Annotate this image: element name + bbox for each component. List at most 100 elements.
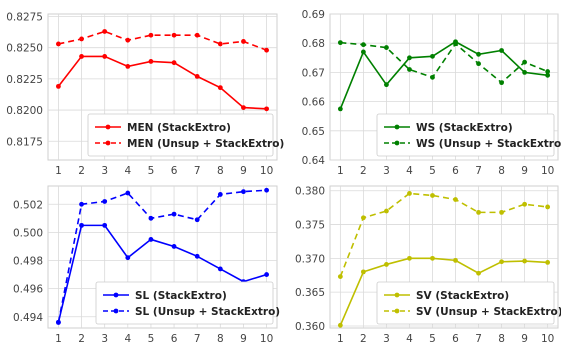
- data-point: [476, 61, 481, 67]
- data-point: [430, 255, 435, 261]
- legend-marker: [394, 292, 400, 298]
- data-point: [79, 201, 84, 207]
- legend-label: MEN (StackExtro): [127, 122, 231, 134]
- data-point: [453, 257, 458, 263]
- y-tick-label: 0.8175: [6, 136, 43, 148]
- series-line-1: [57, 224, 267, 323]
- series-line-1: [339, 40, 548, 110]
- data-point: [241, 105, 246, 110]
- x-tick-label: 5: [148, 333, 155, 343]
- y-tick-label: 0.502: [13, 199, 43, 211]
- data-point: [499, 80, 504, 86]
- data-point: [148, 215, 154, 221]
- y-tick-label: 0.69: [302, 9, 325, 21]
- data-point: [476, 270, 481, 276]
- x-tick-label: 6: [452, 165, 459, 177]
- data-point: [217, 266, 223, 272]
- data-point: [407, 191, 412, 196]
- y-tick-label: 0.67: [302, 67, 325, 79]
- data-point: [148, 32, 154, 38]
- data-point: [241, 39, 246, 44]
- legend-marker: [105, 124, 111, 130]
- data-point: [194, 217, 200, 223]
- y-tick-label: 0.8200: [6, 105, 43, 117]
- data-point: [476, 51, 481, 57]
- data-point: [171, 211, 177, 217]
- data-point: [522, 201, 528, 207]
- data-point: [217, 85, 223, 91]
- legend-label: SV (StackExtro): [416, 290, 509, 302]
- data-point: [102, 222, 108, 228]
- y-tick-label: 0.380: [295, 186, 325, 198]
- legend-label: WS (StackExtro): [416, 122, 513, 134]
- data-point: [522, 59, 528, 65]
- legend-marker: [113, 292, 119, 298]
- data-point: [171, 244, 177, 249]
- series-line-1: [339, 257, 548, 326]
- legend: WS (StackExtro) WS (Unsup + StackExtro): [376, 113, 561, 157]
- x-tick-label: 1: [337, 333, 344, 343]
- data-point: [102, 29, 108, 34]
- y-tick-label: 0.8250: [6, 43, 43, 55]
- data-point: [453, 197, 458, 202]
- data-point: [545, 204, 551, 210]
- x-tick-label: 1: [337, 165, 344, 177]
- x-tick-label: 8: [498, 333, 505, 343]
- data-point: [384, 262, 389, 267]
- data-point: [217, 41, 223, 47]
- data-point: [125, 255, 131, 261]
- data-point: [194, 73, 200, 79]
- x-tick-label: 2: [78, 333, 85, 343]
- x-tick-label: 3: [101, 333, 108, 343]
- x-tick-label: 2: [78, 165, 85, 177]
- x-tick-label: 10: [260, 165, 273, 177]
- y-tick-label: 0.64: [302, 155, 326, 167]
- data-point: [499, 259, 504, 265]
- data-point: [264, 47, 269, 53]
- x-tick-label: 10: [260, 333, 273, 343]
- series-line-2: [57, 189, 267, 323]
- legend: SV (StackExtro) SV (Unsup + StackExtro): [376, 281, 561, 325]
- legend-marker: [113, 308, 119, 314]
- y-tick-label: 0.500: [13, 227, 43, 239]
- data-point: [102, 54, 108, 59]
- x-tick-label: 7: [475, 165, 482, 177]
- legend-label: MEN (Unsup + StackExtro): [127, 138, 284, 150]
- x-tick-label: 8: [498, 165, 505, 177]
- data-point: [384, 82, 389, 88]
- data-point: [125, 190, 131, 196]
- legend-box: [95, 281, 274, 325]
- x-tick-label: 4: [124, 333, 131, 343]
- legend-marker: [394, 140, 400, 146]
- x-tick-label: 7: [194, 165, 201, 177]
- data-point: [102, 199, 108, 204]
- data-point: [453, 41, 458, 47]
- x-tick-label: 3: [383, 165, 390, 177]
- legend-label: SL (StackExtro): [135, 290, 227, 302]
- x-tick-label: 7: [475, 333, 482, 343]
- y-tick-label: 0.8225: [6, 74, 43, 86]
- data-point: [56, 319, 61, 325]
- data-point: [337, 40, 343, 46]
- subplot-2: 1 2 3 4 5 6 7 8 9 10 0.64 0.65 0.66 0.67 0.68 0.69 WS (S…: [302, 9, 561, 177]
- x-tick-label: 1: [55, 333, 62, 343]
- x-tick-label: 7: [194, 333, 201, 343]
- x-tick-label: 5: [148, 165, 155, 177]
- x-tick-label: 6: [171, 165, 178, 177]
- y-tick-label: 0.494: [13, 312, 43, 324]
- data-point: [264, 187, 269, 193]
- y-tick-label: 0.66: [302, 97, 326, 109]
- data-point: [384, 45, 389, 50]
- data-point: [79, 222, 84, 228]
- y-tick-label: 0.370: [295, 253, 325, 265]
- data-point: [360, 269, 366, 275]
- x-tick-label: 2: [360, 165, 367, 177]
- data-point: [545, 69, 551, 74]
- legend-marker: [394, 124, 400, 130]
- y-tick-label: 0.360: [295, 321, 325, 333]
- x-tick-label: 3: [383, 333, 390, 343]
- data-point: [407, 255, 412, 261]
- data-point: [545, 72, 551, 78]
- series-line-2: [58, 30, 267, 51]
